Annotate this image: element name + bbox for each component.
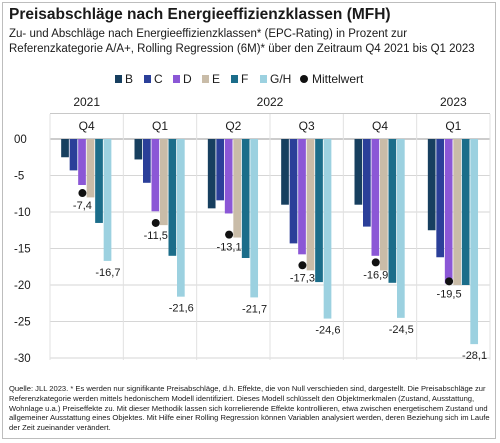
quarter-label-3: Q3 <box>299 119 315 133</box>
mean-marker-3 <box>298 261 307 270</box>
chart-subtitle: Zu- und Abschläge nach Energieeffizienzk… <box>9 28 475 55</box>
bar-B-4 <box>354 139 363 205</box>
source-footnote: Quelle: JLL 2023. * Es werden nur signif… <box>9 384 490 433</box>
bar-marks <box>61 139 479 345</box>
bar-B-3 <box>281 139 289 205</box>
bar-C-0 <box>69 139 78 171</box>
y-tick-label-2: -10 <box>14 207 31 219</box>
mean-marker-0 <box>78 189 87 198</box>
data-labels: -7,4 -16,7 -11,5 -21,6 -13,1 -21,7 -17,3 -24,6 -… <box>73 200 487 362</box>
min-label-5: -28,1 <box>462 350 487 362</box>
bar-B-5 <box>427 139 436 231</box>
bar-E-5 <box>453 139 462 285</box>
bar-B-1 <box>134 139 143 160</box>
legend-label-mean: Mittelwert <box>312 72 364 86</box>
legend-label-3: E <box>212 72 220 86</box>
year-label-2: 2023 <box>440 95 467 109</box>
legend-label-5: G/H <box>270 72 291 86</box>
mean-marker-5 <box>445 277 454 286</box>
bar-GH-1 <box>177 139 185 297</box>
bar-GH-0 <box>103 139 112 261</box>
bar-GH-4 <box>397 139 405 318</box>
quarter-label-0: Q4 <box>79 119 95 133</box>
legend-swatch-2 <box>173 75 180 83</box>
bar-F-2 <box>241 139 250 258</box>
legend-swatch-1 <box>144 75 151 83</box>
mean-marker-1 <box>151 218 160 227</box>
y-tick-label-0: 00 <box>14 134 27 146</box>
bar-D-1 <box>151 139 160 212</box>
grid-lines <box>49 114 491 360</box>
min-label-3: -24,6 <box>315 325 340 337</box>
chart-title: Preisabschläge nach Energieeffizienzklas… <box>9 6 391 23</box>
bar-E-0 <box>86 139 95 198</box>
mean-label-4: -16,9 <box>363 269 388 281</box>
quarter-label-1: Q1 <box>152 119 168 133</box>
legend-label-4: F <box>241 72 248 86</box>
mean-label-0: -7,4 <box>73 200 92 212</box>
legend-swatch-5 <box>260 75 267 83</box>
legend-swatch-0 <box>115 75 122 83</box>
chart-legend: B C D E F G/H Mittelwert <box>115 72 364 86</box>
bar-B-2 <box>207 139 216 209</box>
legend-swatch-mean <box>300 75 308 83</box>
bar-chart: B C D E F G/H Mittelwert 2021 2022 2023 Q4 Q1 Q2 Q3 Q… <box>14 72 491 365</box>
bar-E-3 <box>306 139 315 271</box>
mean-marker-4 <box>371 258 380 267</box>
bar-E-2 <box>233 139 242 238</box>
y-tick-label-3: -15 <box>14 244 31 256</box>
bar-C-4 <box>363 139 371 227</box>
y-tick-label-6: -30 <box>14 353 31 365</box>
bar-D-2 <box>224 139 233 214</box>
bar-C-2 <box>216 139 225 201</box>
quarter-label-5: Q1 <box>445 119 461 133</box>
bar-F-1 <box>168 139 177 256</box>
mean-marker-2 <box>225 230 234 239</box>
min-label-4: -24,5 <box>389 324 414 336</box>
legend-label-0: B <box>125 72 133 86</box>
y-axis: 00 -5 -10 -15 -20 -25 -30 <box>14 134 31 365</box>
min-label-1: -21,6 <box>169 303 194 315</box>
bar-C-3 <box>289 139 298 244</box>
year-label-0: 2021 <box>73 95 100 109</box>
bar-GH-3 <box>323 139 332 319</box>
bar-F-0 <box>95 139 103 223</box>
bar-D-3 <box>298 139 306 255</box>
bar-E-4 <box>380 139 388 271</box>
bar-D-5 <box>444 139 453 284</box>
chart-frame <box>2 2 496 439</box>
mean-label-5: -19,5 <box>437 288 462 300</box>
bar-B-0 <box>61 139 69 158</box>
legend-label-2: D <box>183 72 192 86</box>
min-label-0: -16,7 <box>95 267 120 279</box>
min-label-2: -21,7 <box>242 303 267 315</box>
y-tick-label-5: -25 <box>14 317 31 329</box>
y-tick-label-1: -5 <box>14 171 24 183</box>
mean-label-3: -17,3 <box>290 272 315 284</box>
bar-E-1 <box>160 139 168 226</box>
bar-F-3 <box>315 139 323 283</box>
legend-swatch-3 <box>202 75 209 83</box>
mean-label-2: -13,1 <box>217 242 242 254</box>
bar-C-1 <box>143 139 151 183</box>
bar-F-4 <box>388 139 397 283</box>
legend-label-1: C <box>154 72 163 86</box>
legend-swatch-4 <box>231 75 238 83</box>
bar-GH-2 <box>250 139 259 298</box>
bar-GH-5 <box>470 139 479 345</box>
period-header: 2021 2022 2023 Q4 Q1 Q2 Q3 Q4 Q1 <box>50 95 490 133</box>
bar-D-0 <box>78 139 86 185</box>
mean-label-1: -11,5 <box>144 230 168 242</box>
quarter-label-2: Q2 <box>225 119 241 133</box>
bar-F-5 <box>461 139 470 285</box>
quarter-label-4: Q4 <box>372 119 388 133</box>
bar-D-4 <box>371 139 380 256</box>
mean-markers <box>78 189 454 286</box>
y-tick-label-4: -20 <box>14 280 31 292</box>
year-label-1: 2022 <box>257 95 284 109</box>
bar-C-5 <box>436 139 445 258</box>
